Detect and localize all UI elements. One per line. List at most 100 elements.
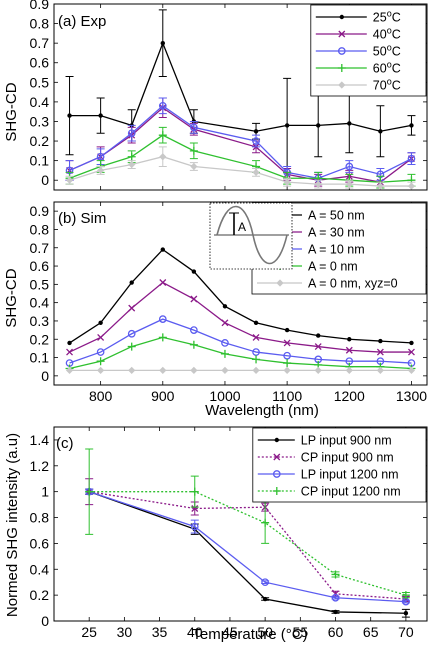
panel-c-xtick-label: 30 bbox=[117, 624, 133, 640]
panel-c-xtick-label: 40 bbox=[187, 624, 203, 640]
panel-b-data-point bbox=[129, 280, 134, 285]
panel-c-data-point bbox=[262, 596, 268, 602]
panel-a-data-point bbox=[252, 137, 260, 145]
panel-a-error-bar bbox=[252, 134, 261, 148]
panel-c-data-point bbox=[333, 609, 338, 615]
panel-b-data-point bbox=[221, 319, 229, 327]
panel-b-legend-entry: A = 50 nm bbox=[308, 209, 365, 223]
panel-b-ytick-label: 0.7 bbox=[30, 240, 50, 256]
panel-a-legend-marker bbox=[338, 81, 346, 89]
panel-a-data-point bbox=[128, 160, 136, 169]
panel-b-data-point bbox=[316, 333, 321, 338]
panel-b-series-1 bbox=[66, 279, 415, 356]
panel-b-series-line bbox=[69, 281, 412, 353]
panel-b-legend-entry: A = 0 nm, xyz=0 bbox=[308, 277, 398, 291]
panel-c-ytick-label: 0.4 bbox=[30, 561, 50, 577]
panel-a-series-4 bbox=[65, 146, 416, 191]
panel-c-error-bar bbox=[190, 519, 199, 534]
panel-c: Normed SHG intensity (a.u) Temperature (… bbox=[4, 426, 428, 643]
panel-a-data-point bbox=[345, 162, 354, 171]
panel-c-ytick-label: 1.4 bbox=[30, 432, 50, 448]
panel-a-ytick-label: 0.8 bbox=[30, 16, 50, 32]
panel-c-legend-marker bbox=[274, 437, 279, 443]
panel-a-ytick-label: 0 bbox=[41, 172, 49, 188]
amplitude-inset: A bbox=[209, 202, 293, 270]
panel-c-xlabel: Temperature (°C) bbox=[192, 626, 307, 643]
panel-a-data-point bbox=[376, 182, 384, 190]
panel-a-data-point bbox=[127, 152, 136, 161]
panel-a-error-bar bbox=[189, 120, 198, 134]
panel-b-xtick-label: 800 bbox=[89, 388, 113, 404]
panel-a-series-0 bbox=[65, 9, 416, 173]
panel-c-legend-entry: CP input 1200 nm bbox=[301, 485, 401, 499]
panel-c-xtick-label: 50 bbox=[257, 624, 273, 640]
panel-a-legend-marker bbox=[337, 47, 346, 55]
panel-b-ytick-label: 0.2 bbox=[30, 331, 50, 347]
panel-b-xtick-label: 1200 bbox=[334, 388, 365, 404]
panel-b-data-point bbox=[407, 348, 415, 356]
panel-c-data-point bbox=[261, 578, 269, 587]
panel-b-data-point bbox=[96, 357, 105, 366]
panel-b-legend-entry: A = 30 nm bbox=[308, 226, 365, 240]
panel-a-data-point bbox=[127, 129, 136, 138]
panel-c-data-point bbox=[85, 487, 94, 496]
panel-a-ylabel: SHG-CD bbox=[3, 82, 20, 141]
panel-b-data-point bbox=[190, 295, 198, 303]
panel-b-data-point bbox=[253, 320, 259, 325]
panel-b: SHG-CD Wavelength (nm) 00.10.20.30.40.50… bbox=[3, 201, 428, 419]
panel-c-ytick-label: 1 bbox=[41, 484, 49, 500]
panel-c-data-point bbox=[403, 611, 409, 616]
panel-a-ytick-label: 0.5 bbox=[30, 74, 50, 90]
panel-b-data-point bbox=[409, 340, 414, 346]
panel-b-ytick-label: 0 bbox=[41, 368, 49, 384]
panel-a-data-point bbox=[252, 168, 260, 176]
panel-a-label: (a) Exp bbox=[58, 13, 106, 30]
panel-b-data-point bbox=[98, 320, 103, 325]
panel-a-data-point bbox=[158, 101, 167, 110]
panel-b-data-point bbox=[347, 337, 352, 342]
panel-a-data-point bbox=[189, 146, 198, 155]
panel-b-data-point bbox=[190, 326, 198, 334]
panel-c-axes-frame bbox=[53, 426, 428, 622]
panel-b-data-point bbox=[284, 327, 290, 333]
panel-b-series-2 bbox=[65, 315, 416, 367]
panel-b-data-point bbox=[283, 351, 291, 360]
panel-b-data-point bbox=[159, 279, 167, 286]
panel-b-data-point bbox=[158, 315, 167, 323]
panel-b-data-point bbox=[221, 339, 229, 347]
panel-c-data-point bbox=[261, 518, 270, 527]
panel-c-xtick-label: 45 bbox=[222, 624, 238, 640]
panel-c-label: (c) bbox=[56, 435, 74, 452]
panel-b-xtick-label: 1300 bbox=[396, 388, 427, 404]
panel-a-series-line bbox=[69, 156, 412, 187]
panel-b-data-point bbox=[376, 348, 384, 356]
panel-a-data-point bbox=[96, 152, 105, 161]
panel-c-ytick-label: 0.2 bbox=[30, 587, 50, 603]
panel-a-data-point bbox=[347, 121, 352, 126]
panel-b-ytick-label: 0.5 bbox=[30, 276, 50, 292]
panel-b-ylabel: SHG-CD bbox=[3, 268, 20, 327]
panel-b-data-point bbox=[283, 359, 292, 368]
panel-b-data-point bbox=[159, 366, 167, 374]
panel-b-data-point bbox=[283, 366, 291, 374]
panel-c-xtick-label: 65 bbox=[363, 624, 379, 640]
panel-b-xtick-label: 1000 bbox=[209, 388, 240, 404]
panel-b-data-point bbox=[222, 304, 228, 309]
panel-a-error-bar bbox=[407, 152, 416, 166]
panel-b-data-point bbox=[345, 366, 353, 374]
panel-a-data-point bbox=[314, 180, 322, 188]
panel-a-data-point bbox=[190, 162, 198, 171]
panel-b-series-line bbox=[69, 318, 412, 364]
panel-b-data-point bbox=[128, 366, 136, 374]
panel-c-ytick-label: 0.6 bbox=[30, 535, 50, 551]
panel-a-data-point bbox=[284, 123, 290, 128]
panel-b-data-point bbox=[378, 338, 383, 344]
panel-b-xtick-label: 900 bbox=[151, 388, 175, 404]
panel-b-data-point bbox=[127, 329, 136, 338]
panel-c-xtick-label: 60 bbox=[328, 624, 344, 640]
panel-a-legend-marker bbox=[339, 14, 344, 20]
panel-a-error-bar bbox=[345, 160, 354, 173]
panel-c-plot-area: 0 0.2 0.4 0.6 0.8 1 1.2 1.4 25 30 35 40 45 50 55 60 65 70 bbox=[30, 426, 428, 640]
